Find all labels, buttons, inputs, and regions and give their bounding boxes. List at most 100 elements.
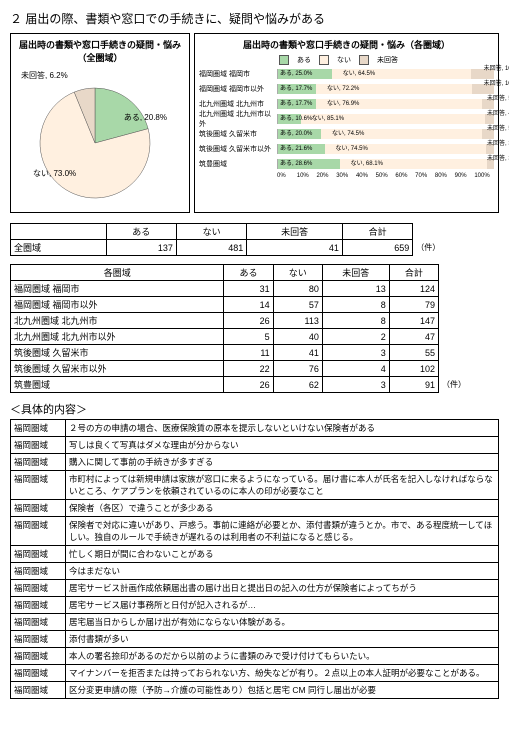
detail-text: ２号の方の申請の場合、医療保険賃の原本を提示しないといけない保険者がある [66,420,499,437]
unit-blank [413,224,499,240]
bar-track: ある, 20.0% ない, 74.5% 未回答, 5.5% [277,129,494,139]
axis-tick: 30% [336,173,356,179]
bars-container: 福岡圏域 福岡市 ある, 25.0% ない, 64.5% 未回答, 10.5% … [199,67,494,171]
unit-label [438,361,498,377]
bar-row: 筑豊圏域 ある, 28.6% ない, 68.1% 未回答, 3.3% [199,157,494,171]
axis-tick: 10% [297,173,317,179]
pie-label-aru: ある, 20.8% [124,112,167,123]
unit-label: （件） [413,240,499,256]
bar-track: ある, 21.6% ない, 74.5% 未回答, 3.9% [277,144,494,154]
detail-text: 保険者（各区）で違うことが多少ある [66,500,499,517]
bar-val-nai: ない, 64.5% [343,68,375,77]
detail-text: 市町村によっては新規申請は家族が窓口に来るようになっている。届け書に本人が氏名を… [66,471,499,500]
cell: 22 [224,361,273,377]
axis-tick: 40% [356,173,376,179]
bar-row: 福岡圏域 福岡市以外 ある, 17.7% ない, 72.2% 未回答, 10.1… [199,82,494,96]
unit-label: （件） [438,377,498,393]
row-label: 筑豊圏域 [11,377,224,393]
bar-track: ある, 17.7% ない, 72.2% 未回答, 10.1% [277,84,494,94]
row-label: 全圏域 [11,240,107,256]
pie-title: 届出時の書類や窓口手続きの疑問・悩み（全圏域） [15,38,185,64]
cell: 57 [273,297,322,313]
by-area-table: 各圏域あるない未回答合計福岡圏域 福岡市318013124福岡圏域 福岡市以外1… [10,264,499,393]
col-header: 合計 [389,265,438,281]
cell: 13 [322,281,389,297]
bar-title: 届出時の書類や窓口手続きの疑問・悩み（各圏域） [199,38,494,51]
row-label: 福岡圏域 福岡市以外 [11,297,224,313]
detail-text: 居宅サービス計画作成依頼届出書の届け出日と提出日の記入の仕方が保険者によってちが… [66,580,499,597]
cell: 3 [322,345,389,361]
bar-axis: 0%10%20%30%40%50%60%70%80%90%100% [277,173,494,179]
bar-row: 北九州圏域 北九州市以外 ある, 10.6% ない, 85.1% 未回答, 4.… [199,112,494,126]
cell: 137 [106,240,176,256]
detail-text: 本人の署名捺印があるのだから以前のように書類のみで受け付けてもらいたい。 [66,648,499,665]
cell: 62 [273,377,322,393]
col-header: 未回答 [247,224,343,240]
axis-tick: 0% [277,173,297,179]
unit-label [438,345,498,361]
cell: 40 [273,329,322,345]
col-header: 各圏域 [11,265,224,281]
detail-area: 福岡圏域 [11,614,66,631]
cell: 659 [342,240,412,256]
bar-val-mik: 未回答, 10.1% [484,78,509,87]
row-label: 福岡圏域 福岡市 [11,281,224,297]
cell: 481 [176,240,246,256]
legend-label: ある [297,55,311,65]
detail-area: 福岡圏域 [11,597,66,614]
bar-label: 福岡圏域 福岡市 [199,69,277,79]
detail-text: 保険者で対応に違いがあり、戸惑う。事前に連絡が必要とか、添付書類が違うとか。市で… [66,517,499,546]
bar-val-nai: ない, 74.5% [335,143,367,152]
legend-label: ない [337,55,351,65]
bar-val-nai: ない, 85.1% [312,113,344,122]
bar-label: 福岡圏域 福岡市以外 [199,84,277,94]
row-label: 筑後圏域 久留米市 [11,345,224,361]
detail-area: 福岡圏域 [11,648,66,665]
cell: 147 [389,313,438,329]
cell: 2 [322,329,389,345]
detail-text: 居宅サービス届け事務所と日付が記入されるが… [66,597,499,614]
pie-label-mik: 未回答, 6.2% [21,70,68,81]
detail-area: 福岡圏域 [11,517,66,546]
axis-tick: 70% [415,173,435,179]
detail-text: 購入に関して事前の手続きが多すぎる [66,454,499,471]
detail-table: 福岡圏域２号の方の申請の場合、医療保険賃の原本を提示しないといけない保険者がある… [10,419,499,699]
bar-row: 福岡圏域 福岡市 ある, 25.0% ない, 64.5% 未回答, 10.5% [199,67,494,81]
detail-area: 福岡圏域 [11,454,66,471]
bar-row: 筑後圏域 久留米市以外 ある, 21.6% ない, 74.5% 未回答, 3.9… [199,142,494,156]
unit-label [438,297,498,313]
pie-chart: 届出時の書類や窓口手続きの疑問・悩み（全圏域） 未回答, 6.2% ある, 20… [10,33,190,213]
legend-swatch-aru [279,55,289,65]
detail-area: 福岡圏域 [11,471,66,500]
unit-label [438,313,498,329]
section-title: ２ 届出の際、書類や窓口での手続きに、疑問や悩みがある [10,10,499,27]
detail-area: 福岡圏域 [11,500,66,517]
cell: 26 [224,313,273,329]
cell: 41 [273,345,322,361]
cell: 76 [273,361,322,377]
col-header: ある [106,224,176,240]
col-header [11,224,107,240]
row-label: 北九州圏域 北九州市 [11,313,224,329]
bar-val-nai: ない, 72.2% [327,83,359,92]
detail-text: 忙しく期日が間に合わないことがある [66,546,499,563]
cell: 80 [273,281,322,297]
axis-tick: 90% [455,173,475,179]
bar-legend: ある ない 未回答 [279,55,494,65]
detail-area: 福岡圏域 [11,682,66,699]
cell: 31 [224,281,273,297]
bar-val-mik: 未回答, 4.3% [487,108,509,117]
bar-label: 筑豊圏域 [199,159,277,169]
cell: 47 [389,329,438,345]
col-header: 合計 [342,224,412,240]
detail-area: 福岡圏域 [11,546,66,563]
cell: 5 [224,329,273,345]
bar-chart: 届出時の書類や窓口手続きの疑問・悩み（各圏域） ある ない 未回答 福岡圏域 福… [194,33,499,213]
legend-label: 未回答 [377,55,398,65]
bar-track: ある, 17.7% ない, 76.9% 未回答, 5.4% [277,99,494,109]
axis-tick: 80% [435,173,455,179]
bar-label: 筑後圏域 久留米市以外 [199,144,277,154]
col-header: ある [224,265,273,281]
axis-tick: 50% [376,173,396,179]
bar-val-aru: ある, 20.0% [280,128,312,137]
